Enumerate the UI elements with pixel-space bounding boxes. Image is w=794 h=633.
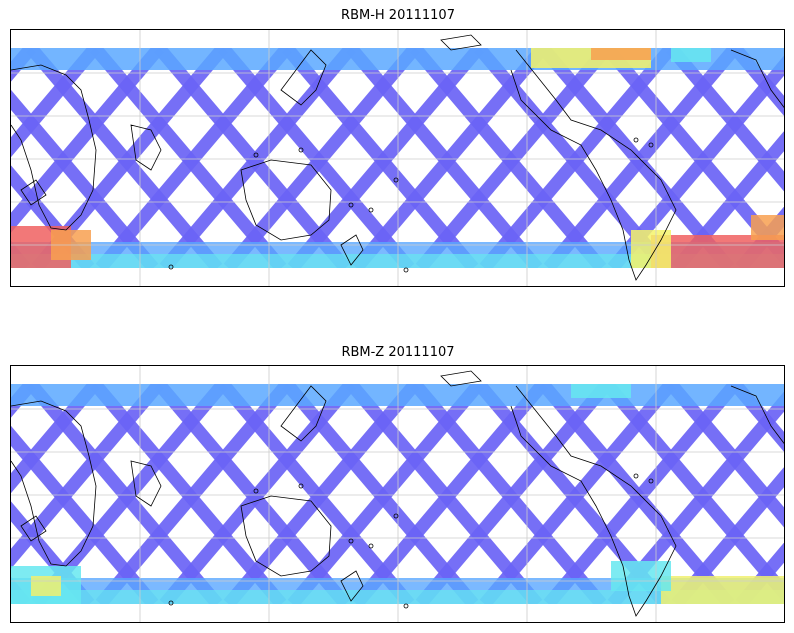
anomaly-patch xyxy=(671,48,711,62)
coastlines xyxy=(11,370,784,617)
ascending-swath xyxy=(543,384,740,604)
coastline-path xyxy=(510,385,677,617)
island-outline xyxy=(368,543,374,549)
ascending-swath xyxy=(95,48,292,268)
panel-title-rbm-h: RBM-H 20111107 xyxy=(341,8,455,23)
ascending-swath xyxy=(11,48,164,233)
map-panel-rbm-h xyxy=(10,29,785,287)
ascending-swath xyxy=(351,48,548,268)
swath-layer xyxy=(11,48,784,268)
panel-title-rbm-z: RBM-Z 20111107 xyxy=(341,345,455,360)
island-outline xyxy=(298,483,304,489)
island-outline xyxy=(633,137,639,143)
island-outline xyxy=(648,142,654,148)
island-outline xyxy=(298,147,304,153)
island-outline xyxy=(368,207,374,213)
graticule xyxy=(11,366,784,622)
graticule xyxy=(11,30,784,286)
anomaly-patch xyxy=(571,384,631,398)
ascending-swath xyxy=(159,384,356,604)
anomaly-patch xyxy=(631,230,671,268)
south-edge-band xyxy=(11,590,784,604)
ascending-swath xyxy=(95,384,292,604)
swath-map-rbm-h xyxy=(11,30,784,286)
ascending-swath xyxy=(223,48,420,268)
island-outline xyxy=(253,152,259,158)
ascending-swath xyxy=(287,48,484,268)
island-outline xyxy=(168,264,174,270)
coastline-path xyxy=(240,495,332,577)
coastline-path xyxy=(340,234,364,266)
coastline-path xyxy=(340,570,364,602)
coastline-path xyxy=(280,385,327,442)
south-edge-band xyxy=(11,254,784,268)
coastline-path xyxy=(240,159,332,241)
island-outline xyxy=(393,177,399,183)
coastline-path xyxy=(20,179,47,206)
ascending-swath xyxy=(223,384,420,604)
ascending-swath xyxy=(479,48,676,268)
ascending-swath xyxy=(287,384,484,604)
coastline-path xyxy=(11,64,97,231)
coastlines xyxy=(11,34,784,281)
swath-layer xyxy=(11,384,784,604)
ascending-swath xyxy=(543,48,740,268)
island-outline xyxy=(393,513,399,519)
coastline-path xyxy=(440,370,482,387)
ascending-swath xyxy=(11,48,100,158)
ascending-swath xyxy=(479,384,676,604)
anomaly-patch xyxy=(611,561,671,591)
ascending-swath xyxy=(351,384,548,604)
island-outline xyxy=(348,202,354,208)
coastline-path xyxy=(510,49,677,281)
coastline-path xyxy=(730,49,784,109)
ascending-swath xyxy=(11,384,164,569)
anomaly-patch xyxy=(31,576,61,596)
island-outline xyxy=(648,478,654,484)
ascending-swath xyxy=(735,542,784,604)
coastline-path xyxy=(130,460,162,507)
island-outline xyxy=(403,267,409,273)
island-outline xyxy=(633,473,639,479)
coastline-path xyxy=(11,400,97,567)
island-outline xyxy=(348,538,354,544)
anomaly-patch xyxy=(661,576,784,604)
island-outline xyxy=(403,603,409,609)
island-outline xyxy=(168,600,174,606)
coastline-path xyxy=(730,385,784,445)
ascending-swath xyxy=(671,467,784,604)
ascending-swath xyxy=(159,48,356,268)
swath-map-rbm-z xyxy=(11,366,784,622)
anomaly-patch xyxy=(751,215,784,240)
coastline-path xyxy=(280,49,327,106)
map-panel-rbm-z xyxy=(10,365,785,623)
island-outline xyxy=(253,488,259,494)
coastline-path xyxy=(20,515,47,542)
coastline-path xyxy=(440,34,482,51)
ascending-swath xyxy=(11,384,100,494)
anomaly-patch xyxy=(591,48,651,60)
anomaly-patch xyxy=(651,235,784,268)
coastline-path xyxy=(130,124,162,171)
ascending-swath xyxy=(415,384,612,604)
ascending-swath xyxy=(415,48,612,268)
ascending-swath xyxy=(671,131,784,268)
